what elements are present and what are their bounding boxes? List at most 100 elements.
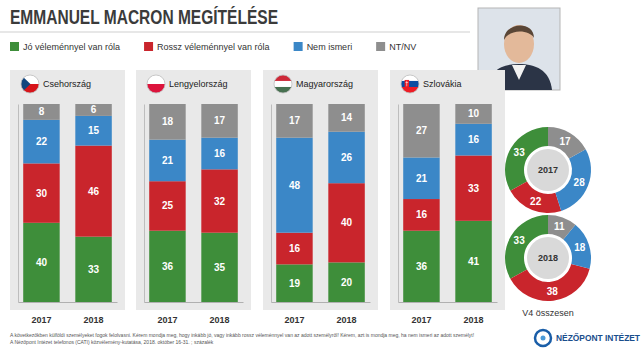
donut-slices: [505, 215, 591, 301]
x-tick: 2018: [464, 315, 484, 325]
chart-container: EMMANUEL MACRON MEGÍTÉLÉSEJó véleménnyel…: [0, 0, 644, 362]
legend-label: Nem ismeri: [307, 42, 353, 52]
data-label: 22: [530, 196, 542, 207]
data-label: 16: [468, 134, 480, 145]
plot-area: [403, 104, 492, 302]
legend-label: Jó véleménnyel van róla: [23, 42, 120, 52]
x-tick-label: 2018: [210, 315, 230, 325]
bar: [403, 157, 439, 199]
panel-title: Csehország: [43, 79, 91, 89]
bar: [23, 223, 59, 302]
data-label: 35: [214, 262, 226, 273]
data-label: 18: [162, 116, 174, 127]
data-label: 26: [341, 152, 353, 163]
data-label: 36: [162, 261, 174, 272]
data-label: 16: [289, 243, 301, 254]
data-label: 30: [36, 188, 48, 199]
data-label: 28: [574, 177, 586, 188]
bar: [75, 116, 111, 146]
data-label: 40: [341, 217, 353, 228]
flag: [147, 75, 165, 93]
donut: 201833381811: [505, 215, 591, 301]
panel-background: [136, 70, 251, 310]
data-label: 17: [559, 136, 571, 147]
y-axis-line: [271, 105, 272, 303]
bar: [23, 120, 59, 164]
x-axis-line: [272, 302, 371, 303]
chart-canvas: EMMANUEL MACRON MEGÍTÉLÉSEJó véleménnyel…: [0, 0, 644, 362]
bar: [276, 138, 312, 233]
panel-background: [390, 70, 505, 310]
data-label: 18: [574, 242, 586, 253]
y-axis: [144, 105, 145, 303]
flag-outline: [274, 75, 292, 93]
x-tick-label: 2017: [31, 315, 51, 325]
bar: [328, 132, 364, 183]
bar: [276, 233, 312, 265]
photo-shirt: [512, 65, 526, 80]
legend: Jó véleménnyel van róla Rossz véleménnyel…: [10, 42, 416, 52]
y-axis: [271, 105, 272, 303]
x-tick-label: 2018: [84, 315, 104, 325]
bar: [455, 124, 491, 156]
x-tick-label: 2017: [157, 315, 177, 325]
data-label: 19: [289, 278, 301, 289]
flag-part: [274, 81, 292, 87]
legend-swatch: [376, 42, 385, 51]
x-tick: 2017: [284, 315, 304, 325]
panel: Szlovákia364116332116271020172018: [390, 70, 505, 325]
data-label: 32: [214, 196, 226, 207]
x-axis-line: [145, 302, 244, 303]
footnote: A következőkben külföldi személyeket fog…: [10, 332, 474, 338]
x-axis-line: [399, 302, 498, 303]
x-tick-label: 2018: [464, 315, 484, 325]
bar: [455, 221, 491, 302]
y-axis: [398, 105, 399, 303]
bar: [149, 104, 185, 140]
data-label: 21: [162, 155, 174, 166]
panel-background: [263, 70, 378, 310]
data-label: 16: [214, 148, 226, 159]
data-label: 6: [91, 104, 97, 115]
panel-title: Szlovákia: [423, 79, 462, 89]
data-label: 22: [36, 136, 48, 147]
data-label: 25: [162, 200, 174, 211]
donut-caption: V4 összesen: [522, 308, 574, 318]
data-label: 16: [416, 209, 428, 220]
flag-part: [406, 81, 408, 86]
data-label: 17: [214, 115, 226, 126]
donut: 201733222817: [505, 127, 591, 213]
bar: [23, 104, 59, 120]
x-tick-label: 2017: [411, 315, 431, 325]
flag: [21, 75, 39, 93]
bar: [149, 181, 185, 231]
photo-hair: [504, 25, 534, 40]
x-axis-line: [19, 302, 118, 303]
flag-outline: [21, 75, 39, 93]
flag-part: [405, 80, 410, 88]
legend-swatch: [10, 42, 19, 51]
bar: [23, 163, 59, 222]
data-label: 10: [468, 108, 480, 119]
bar: [403, 199, 439, 231]
data-label: 21: [416, 173, 428, 184]
x-axis: 2017 2018: [272, 303, 371, 326]
bar: [276, 104, 312, 138]
logo-dot: [541, 336, 546, 341]
donut-center: [527, 149, 569, 191]
flag-part: [147, 84, 165, 93]
flag-part: [21, 75, 30, 93]
x-tick-label: 2018: [337, 315, 357, 325]
y-axis-line: [398, 105, 399, 303]
flag-part: [401, 81, 419, 87]
data-label: 33: [468, 183, 480, 194]
data-label: 33: [88, 264, 100, 275]
plot-area: [149, 104, 238, 302]
panel-title: Magyarország: [296, 79, 353, 89]
donut-title: 2017: [538, 165, 558, 175]
bar: [75, 237, 111, 302]
data-label: 8: [39, 106, 45, 117]
legend-label: Rossz véleménnyel van róla: [157, 42, 270, 52]
y-axis-line: [18, 105, 19, 303]
x-tick: 2018: [337, 315, 357, 325]
